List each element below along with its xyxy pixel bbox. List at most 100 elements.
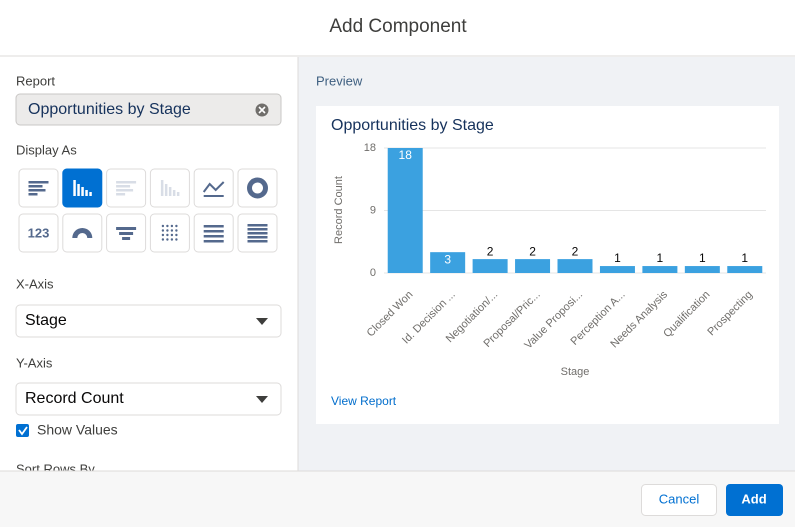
y-axis-title: Record Count — [333, 176, 345, 244]
icon-part — [203, 225, 224, 228]
icon-part — [85, 190, 88, 196]
metric-icon-text: 123 — [28, 225, 50, 240]
icon-part — [170, 233, 174, 237]
icon-part — [28, 185, 43, 188]
icon-part — [166, 238, 169, 241]
icon-part — [170, 224, 174, 228]
value-label: 1 — [657, 251, 664, 265]
icon-part — [161, 229, 165, 232]
icon-part — [203, 240, 224, 243]
y-tick-label: 9 — [370, 204, 376, 216]
value-label: 18 — [399, 148, 413, 162]
icon-part — [166, 229, 169, 232]
dropdown-arrow — [256, 396, 268, 403]
icon-part — [161, 224, 165, 228]
cancel-button[interactable] — [641, 484, 717, 516]
value-label: 2 — [572, 244, 579, 258]
value-label: 1 — [699, 251, 706, 265]
bar — [684, 266, 720, 273]
value-label: 1 — [741, 251, 748, 265]
icon-part — [203, 230, 224, 233]
icon-part — [28, 193, 38, 196]
chart-type-button[interactable] — [18, 168, 59, 208]
icon-part — [161, 238, 165, 241]
dropdown-arrow — [256, 318, 268, 325]
bar — [642, 266, 678, 273]
x-axis-label: X-Axis — [16, 276, 54, 291]
icon-part — [81, 187, 84, 196]
icon-part — [175, 238, 178, 241]
icon-part — [28, 181, 49, 184]
icon-part — [170, 238, 174, 241]
x-axis-select[interactable] — [15, 304, 282, 338]
icon-part — [119, 232, 134, 235]
report-field[interactable] — [15, 93, 282, 126]
icon-part — [168, 187, 172, 196]
icon-part — [247, 228, 268, 231]
y-axis-value: Record Count — [25, 390, 124, 407]
value-label: 3 — [444, 252, 451, 266]
icon-part — [247, 236, 268, 239]
icon-part — [170, 229, 174, 232]
icon-part — [116, 185, 131, 188]
icon-part — [176, 192, 180, 196]
icon-part — [247, 177, 268, 199]
icon-part — [161, 233, 165, 237]
icon-part — [89, 192, 92, 196]
icon-part — [175, 229, 178, 232]
icon-part — [203, 235, 224, 238]
icon-part — [116, 181, 137, 184]
chart-type-icons: 123 — [18, 168, 278, 253]
icon-part — [247, 232, 268, 235]
display-as-label: Display As — [16, 142, 77, 157]
chart-type-button[interactable] — [237, 168, 278, 208]
bar — [387, 148, 423, 273]
view-report-link[interactable]: View Report — [331, 394, 397, 408]
icon-part — [166, 224, 169, 228]
cancel-text: Cancel — [659, 491, 700, 506]
x-axis-value: Stage — [25, 312, 67, 329]
icon-part — [72, 228, 93, 238]
bar — [472, 259, 508, 273]
chart-type-button[interactable] — [149, 213, 190, 253]
icon-part — [175, 233, 178, 237]
value-label: 2 — [529, 244, 536, 258]
y-tick-label: 18 — [364, 142, 376, 154]
icon-part — [175, 224, 178, 228]
preview-label: Preview — [316, 73, 363, 88]
icon-part — [172, 190, 176, 196]
clear-x — [258, 106, 266, 114]
icon-part — [116, 193, 126, 196]
report-label: Report — [16, 73, 55, 88]
icon-part — [73, 180, 76, 196]
bar — [515, 259, 551, 273]
report-value: Opportunities by Stage — [28, 101, 191, 118]
y-axis-label: Y-Axis — [16, 355, 53, 370]
bar — [727, 266, 763, 273]
icon-part — [166, 233, 169, 237]
add-text: Add — [741, 491, 766, 506]
icon-part — [160, 180, 164, 196]
chart-type-button[interactable] — [106, 168, 147, 208]
icon-part — [247, 224, 268, 227]
y-axis-select[interactable] — [15, 382, 282, 416]
value-label: 2 — [487, 244, 494, 258]
chart-type-button[interactable] — [18, 213, 59, 253]
x-axis-title: Stage — [561, 366, 590, 378]
bar — [557, 259, 593, 273]
y-tick-label: 0 — [370, 267, 376, 279]
icon-part — [122, 237, 131, 240]
icon-part — [202, 181, 225, 197]
bar — [599, 266, 635, 273]
chart-type-button[interactable] — [193, 213, 234, 253]
icon-part — [77, 184, 80, 196]
show-values-checkbox[interactable] — [16, 424, 29, 437]
dialog-title: Add Component — [329, 16, 467, 37]
show-values-label: Show Values — [37, 422, 118, 438]
icon-part — [247, 240, 268, 243]
checkmark — [18, 426, 28, 436]
add-button[interactable] — [726, 484, 783, 516]
bar — [430, 252, 466, 273]
